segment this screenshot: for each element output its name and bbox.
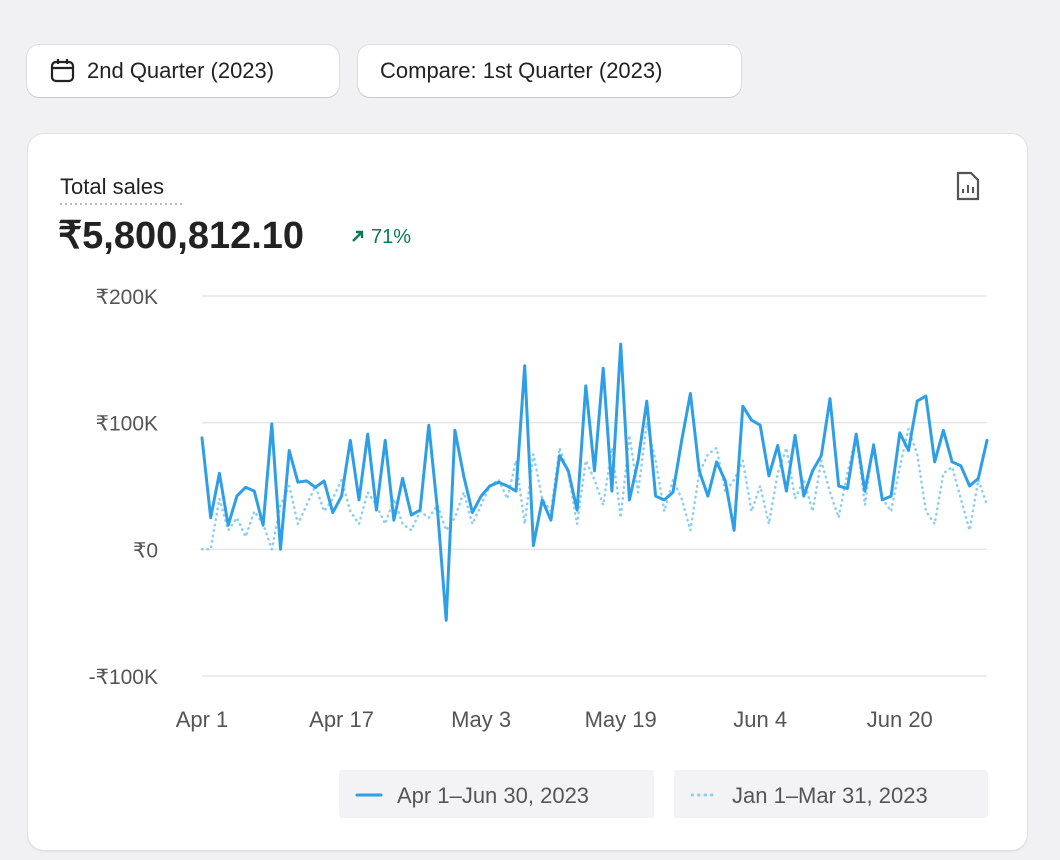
compare-label: Compare: 1st Quarter (2023) [380, 58, 663, 83]
x-tick-label: May 3 [451, 707, 511, 732]
x-tick-label: Apr 17 [309, 707, 374, 732]
up-arrow [352, 230, 364, 242]
legend-box[interactable] [339, 770, 654, 818]
y-tick-label: ₹200K [96, 286, 158, 309]
compare-button[interactable]: Compare: 1st Quarter (2023) [358, 45, 741, 97]
legend-box[interactable] [674, 770, 988, 818]
x-tick-label: Apr 1 [176, 707, 229, 732]
export-icon[interactable] [956, 171, 980, 201]
metric-value: ₹5,800,812.10 [58, 215, 304, 257]
legend-label: Apr 1–Jun 30, 2023 [397, 783, 589, 808]
y-tick-label: ₹0 [133, 539, 158, 562]
metric-change: 71% [371, 226, 411, 248]
y-tick-label: ₹100K [96, 413, 158, 436]
x-tick-label: Jun 20 [867, 707, 933, 732]
period-button[interactable]: 2nd Quarter (2023) [27, 45, 339, 97]
sales-card [28, 134, 1027, 850]
legend-label: Jan 1–Mar 31, 2023 [732, 783, 928, 808]
series-line [200, 342, 989, 622]
x-tick-label: Jun 4 [733, 707, 787, 732]
calendar-icon [50, 59, 75, 83]
series-line [200, 421, 989, 551]
x-tick-label: May 19 [585, 707, 657, 732]
y-tick-label: -₹100K [89, 666, 158, 689]
period-label: 2nd Quarter (2023) [87, 58, 275, 83]
metric-label: Total sales [60, 174, 164, 199]
